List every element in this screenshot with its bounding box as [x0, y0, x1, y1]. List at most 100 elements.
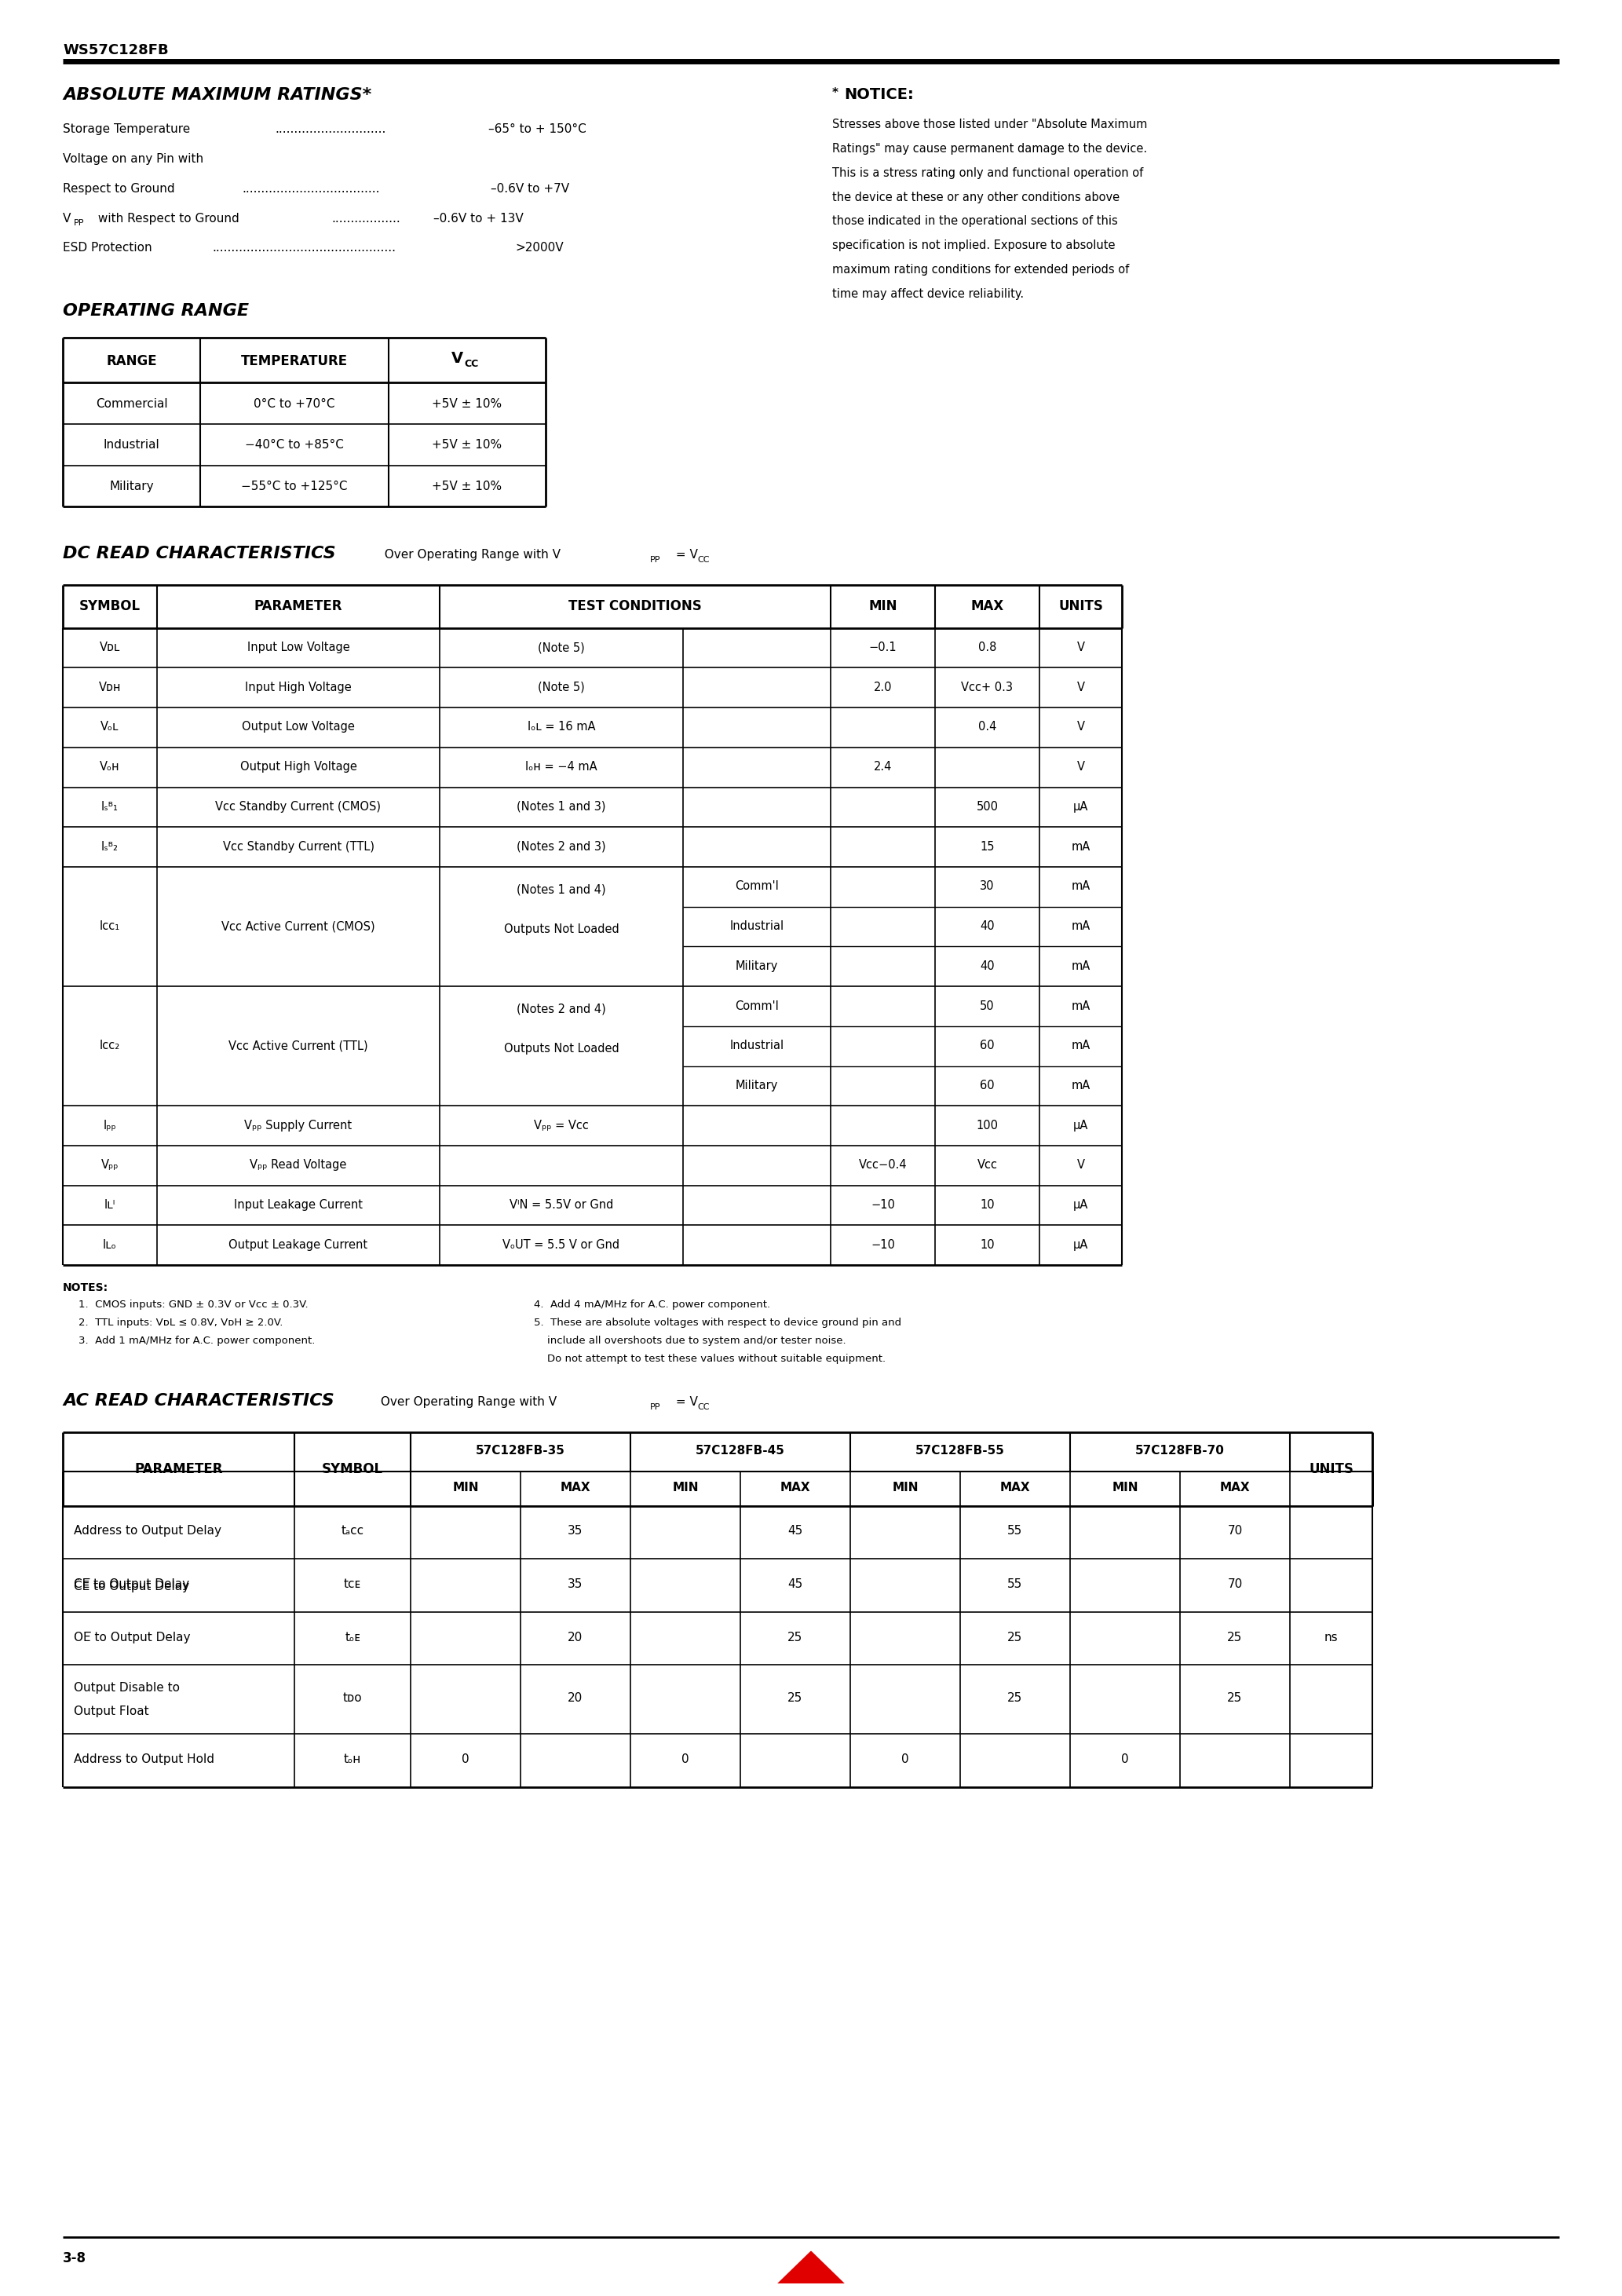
Text: +5V ± 10%: +5V ± 10%: [431, 480, 503, 491]
Text: include all overshoots due to system and/or tester noise.: include all overshoots due to system and…: [534, 1336, 847, 1345]
Text: Vᴅʜ: Vᴅʜ: [99, 682, 122, 693]
Text: Industrial: Industrial: [730, 1040, 783, 1052]
Text: Over Operating Range with V: Over Operating Range with V: [376, 549, 561, 560]
Text: V: V: [1077, 1159, 1085, 1171]
Text: Iʟᴵ: Iʟᴵ: [104, 1199, 115, 1210]
Text: Input Low Voltage: Input Low Voltage: [247, 641, 350, 654]
Text: DC READ CHARACTERISTICS: DC READ CHARACTERISTICS: [63, 546, 336, 563]
Text: MAX: MAX: [1220, 1481, 1251, 1492]
Text: NOTES:: NOTES:: [63, 1283, 109, 1293]
Text: Vₚₚ Supply Current: Vₚₚ Supply Current: [245, 1120, 352, 1132]
Text: ST: ST: [793, 2280, 816, 2296]
Text: .............................: .............................: [274, 124, 386, 135]
Text: PP: PP: [73, 220, 84, 227]
Text: MIN: MIN: [868, 599, 897, 613]
Text: ................................................: ........................................…: [212, 241, 396, 255]
Text: PARAMETER: PARAMETER: [135, 1463, 222, 1476]
Text: UNITS: UNITS: [1309, 1463, 1353, 1476]
Text: UNITS: UNITS: [1058, 599, 1103, 613]
Text: Iʟₒ: Iʟₒ: [102, 1240, 117, 1251]
Text: Voltage on any Pin with: Voltage on any Pin with: [63, 154, 203, 165]
Text: V: V: [1077, 760, 1085, 774]
Text: Vᴄᴄ−0.4: Vᴄᴄ−0.4: [858, 1159, 907, 1171]
Text: 57C128FB-45: 57C128FB-45: [696, 1444, 785, 1456]
Text: with Respect to Ground: with Respect to Ground: [94, 214, 240, 225]
Text: CC: CC: [697, 556, 709, 565]
Text: ABSOLUTE MAXIMUM RATINGS*: ABSOLUTE MAXIMUM RATINGS*: [63, 87, 371, 103]
Text: tₒᴇ: tₒᴇ: [345, 1632, 360, 1644]
Text: V: V: [1077, 721, 1085, 732]
Text: *: *: [832, 87, 839, 99]
Text: 70: 70: [1228, 1525, 1242, 1536]
Text: +5V ± 10%: +5V ± 10%: [431, 439, 503, 450]
Text: Output Float: Output Float: [73, 1706, 149, 1717]
Text: Military: Military: [735, 1079, 779, 1091]
Text: −0.1: −0.1: [869, 641, 897, 654]
Text: maximum rating conditions for extended periods of: maximum rating conditions for extended p…: [832, 264, 1129, 276]
Text: >2000V: >2000V: [516, 241, 563, 255]
Text: 40: 40: [980, 960, 994, 971]
Text: 70: 70: [1228, 1577, 1242, 1591]
Text: −40°C to +85°C: −40°C to +85°C: [245, 439, 344, 450]
Text: those indicated in the operational sections of this: those indicated in the operational secti…: [832, 216, 1118, 227]
Text: Iₛᴮ₂: Iₛᴮ₂: [101, 840, 118, 852]
Text: V: V: [1077, 641, 1085, 654]
Text: MAX: MAX: [999, 1481, 1030, 1492]
Text: SYMBOL: SYMBOL: [79, 599, 141, 613]
Text: Vₒʜ: Vₒʜ: [101, 760, 120, 774]
Text: MAX: MAX: [780, 1481, 811, 1492]
Text: 1.  CMOS inputs: GND ± 0.3V or Vᴄᴄ ± 0.3V.: 1. CMOS inputs: GND ± 0.3V or Vᴄᴄ ± 0.3V…: [78, 1300, 308, 1309]
Text: RANGE: RANGE: [105, 354, 157, 367]
Text: Do not attempt to test these values without suitable equipment.: Do not attempt to test these values with…: [534, 1352, 886, 1364]
Polygon shape: [775, 2252, 847, 2287]
Text: 4.  Add 4 mA/MHz for A.C. power component.: 4. Add 4 mA/MHz for A.C. power component…: [534, 1300, 770, 1309]
Text: PP: PP: [650, 556, 660, 565]
Text: 100: 100: [976, 1120, 998, 1132]
Text: CE̅ to Output Delay: CE̅ to Output Delay: [73, 1577, 190, 1591]
Text: Vᴄᴄ Active Current (CMOS): Vᴄᴄ Active Current (CMOS): [222, 921, 375, 932]
Text: −55°C to +125°C: −55°C to +125°C: [242, 480, 347, 491]
Text: ....................................: ....................................: [242, 184, 380, 195]
Text: Outputs Not Loaded: Outputs Not Loaded: [504, 923, 620, 934]
Text: 3-8: 3-8: [63, 2252, 86, 2266]
Text: 0.8: 0.8: [978, 641, 996, 654]
Text: Vᴅʟ: Vᴅʟ: [99, 641, 120, 654]
Text: mA: mA: [1071, 1079, 1090, 1091]
Text: 35: 35: [568, 1577, 582, 1591]
Text: 20: 20: [568, 1632, 582, 1644]
Text: PP: PP: [650, 1403, 660, 1412]
Text: μA: μA: [1074, 801, 1088, 813]
Text: Industrial: Industrial: [104, 439, 159, 450]
Text: Vₚₚ = Vᴄᴄ: Vₚₚ = Vᴄᴄ: [534, 1120, 589, 1132]
Text: Input High Voltage: Input High Voltage: [245, 682, 352, 693]
Text: Vᴄᴄ Standby Current (TTL): Vᴄᴄ Standby Current (TTL): [222, 840, 375, 852]
Text: mA: mA: [1071, 960, 1090, 971]
Text: Storage Temperature: Storage Temperature: [63, 124, 190, 135]
Text: TEST CONDITIONS: TEST CONDITIONS: [568, 599, 702, 613]
Text: Stresses above those listed under "Absolute Maximum: Stresses above those listed under "Absol…: [832, 119, 1147, 131]
Text: 2.  TTL inputs: VᴅL ≤ 0.8V, VᴅH ≥ 2.0V.: 2. TTL inputs: VᴅL ≤ 0.8V, VᴅH ≥ 2.0V.: [78, 1318, 282, 1327]
Text: 40: 40: [980, 921, 994, 932]
Text: tₐᴄᴄ: tₐᴄᴄ: [341, 1525, 363, 1536]
Text: –0.6V to + 13V: –0.6V to + 13V: [433, 214, 524, 225]
Text: Comm'l: Comm'l: [735, 1001, 779, 1013]
Text: Ratings" may cause permanent damage to the device.: Ratings" may cause permanent damage to t…: [832, 142, 1147, 154]
Text: 25: 25: [788, 1692, 803, 1704]
Text: 45: 45: [788, 1577, 803, 1591]
Text: mA: mA: [1071, 1040, 1090, 1052]
Text: (Notes 2 and 3): (Notes 2 and 3): [517, 840, 607, 852]
Text: 55: 55: [1007, 1525, 1023, 1536]
Text: Vᴄᴄ+ 0.3: Vᴄᴄ+ 0.3: [962, 682, 1014, 693]
Text: Military: Military: [735, 960, 779, 971]
Text: Address to Output Hold: Address to Output Hold: [73, 1754, 214, 1766]
Text: Output Disable to: Output Disable to: [73, 1683, 180, 1694]
Text: 25: 25: [1007, 1632, 1023, 1644]
Text: mA: mA: [1071, 1001, 1090, 1013]
Text: NOTICE:: NOTICE:: [843, 87, 913, 103]
Text: OE̅ to Output Delay: OE̅ to Output Delay: [73, 1632, 190, 1644]
Text: 50: 50: [980, 1001, 994, 1013]
Text: tₒʜ: tₒʜ: [344, 1754, 362, 1766]
Text: ESD Protection: ESD Protection: [63, 241, 152, 255]
Text: 0: 0: [902, 1754, 908, 1766]
Text: PARAMETER: PARAMETER: [255, 599, 342, 613]
